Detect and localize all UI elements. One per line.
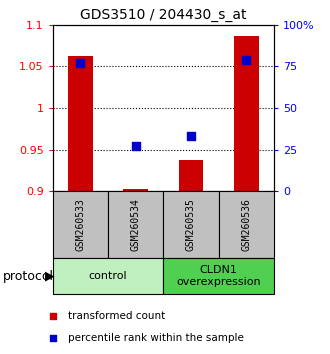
Point	[188, 133, 194, 139]
Text: transformed count: transformed count	[68, 311, 165, 321]
Text: GSM260536: GSM260536	[241, 198, 251, 251]
Text: CLDN1
overexpression: CLDN1 overexpression	[176, 265, 261, 287]
Point	[133, 143, 138, 149]
Text: ▶: ▶	[45, 270, 54, 282]
Text: GSM260535: GSM260535	[186, 198, 196, 251]
Point	[78, 60, 83, 66]
Bar	[179, 160, 203, 191]
Bar	[53, 191, 108, 258]
Bar	[163, 258, 274, 294]
Point	[51, 335, 56, 341]
Text: protocol: protocol	[3, 270, 54, 282]
Text: percentile rank within the sample: percentile rank within the sample	[68, 333, 244, 343]
Text: GSM260533: GSM260533	[76, 198, 85, 251]
Point	[244, 57, 249, 63]
Bar	[123, 189, 148, 191]
Bar	[234, 36, 259, 191]
Point	[51, 313, 56, 319]
Bar	[68, 56, 93, 191]
Text: GSM260534: GSM260534	[131, 198, 141, 251]
Bar	[219, 191, 274, 258]
Bar	[108, 191, 163, 258]
Title: GDS3510 / 204430_s_at: GDS3510 / 204430_s_at	[80, 8, 247, 22]
Text: control: control	[89, 271, 127, 281]
Bar	[163, 191, 218, 258]
Bar	[53, 258, 163, 294]
